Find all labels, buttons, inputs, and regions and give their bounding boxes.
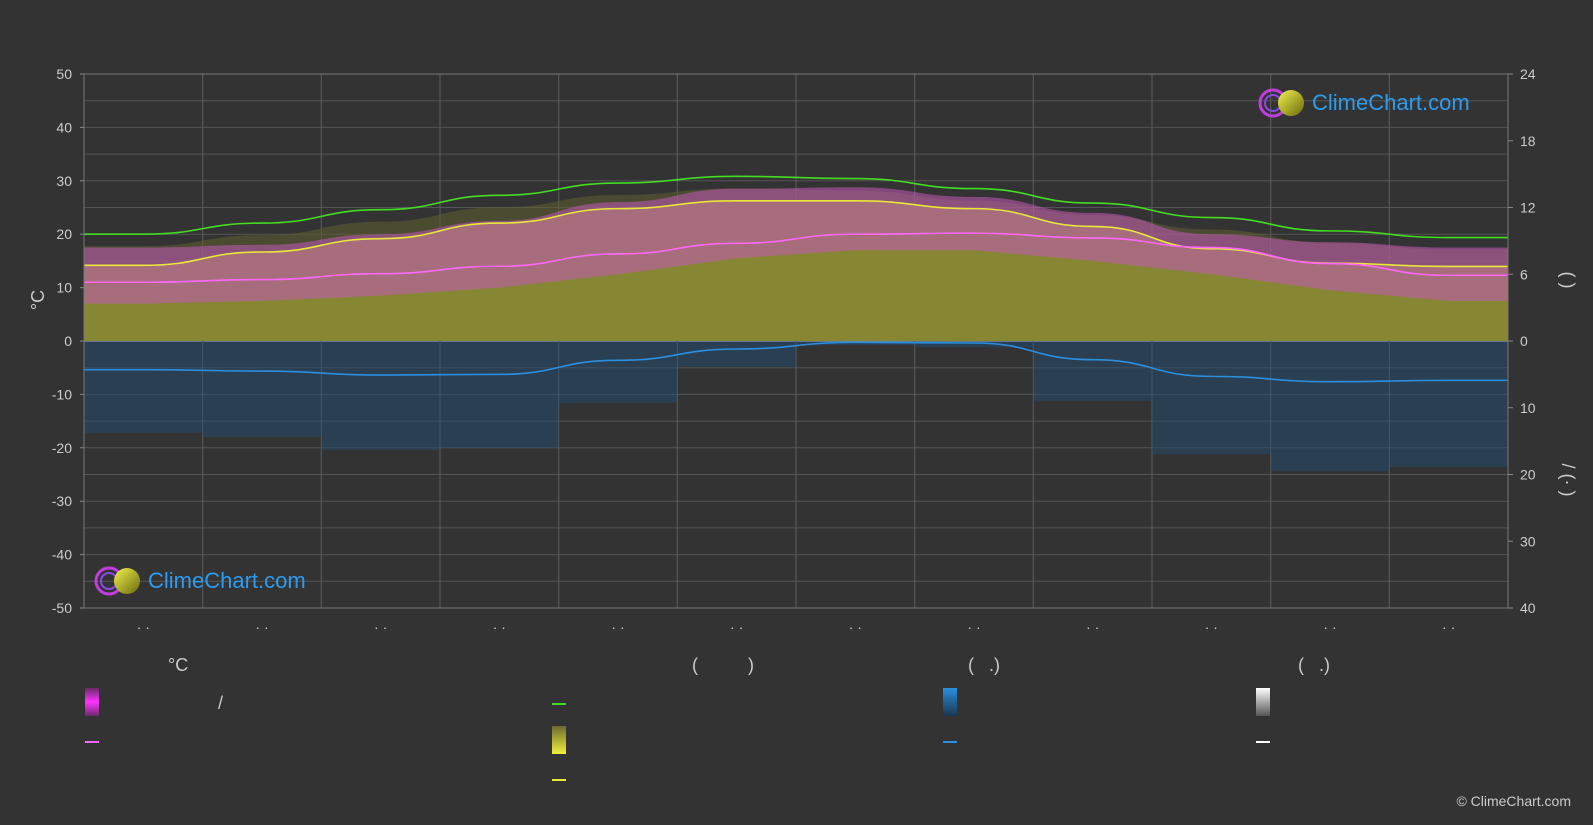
y-right-bottom-tick-label: 30: [1520, 533, 1536, 549]
y-left-tick-label: 10: [56, 280, 72, 296]
legend-temperature-title: °C: [168, 655, 189, 675]
x-tick-label: · ·: [1442, 619, 1455, 635]
y-left-tick-label: 0: [64, 333, 72, 349]
x-tick-label: · ·: [374, 619, 387, 635]
y-left-tick-label: -50: [52, 600, 72, 616]
precipitation-line: [84, 341, 1508, 383]
legend-temperature-range-swatch: [85, 688, 99, 716]
daylight-line: [84, 175, 1508, 239]
precipitation-bar: [914, 341, 1034, 348]
y-right-top-tick-label: 6: [1520, 266, 1528, 282]
precipitation-bar: [677, 341, 796, 367]
y-left-label: °C: [28, 290, 48, 310]
logo-text: ClimeChart.com: [1312, 90, 1470, 115]
legend-rain-line: [943, 741, 957, 743]
y-right-bottom-tick-label: 40: [1520, 600, 1536, 616]
data-bands: [84, 187, 1508, 472]
legend-snow-title: ( .): [1298, 655, 1330, 675]
legend-snow-line: [1256, 741, 1270, 743]
y-left-tick-label: -10: [52, 386, 72, 402]
y-left-tick-label: -40: [52, 547, 72, 563]
climechart-logo-icon: [1258, 88, 1304, 118]
temperature-range-band: [84, 187, 1508, 304]
y-right-bottom-label: / (· ): [1558, 464, 1578, 497]
x-tick-label: · ·: [730, 619, 743, 635]
y-right-bottom-tick-label: 10: [1520, 400, 1536, 416]
climate-chart: 50 40 30 20 10 0 -10 -20 -30 -40 -50 24 18 12 6 0 10 20 30…: [28, 66, 1578, 635]
precipitation-bar: [1152, 341, 1271, 455]
y-left-tick-label: 30: [56, 173, 72, 189]
y-left-tick-label: -20: [52, 440, 72, 456]
data-lines: [84, 175, 1508, 383]
precipitation-bar: [84, 341, 203, 433]
legend-sunshine-swatch: [552, 726, 566, 754]
logo-bottom-left: ClimeChart.com: [94, 564, 306, 598]
legend: °C / ( ) ( .) ( .): [0, 655, 1593, 825]
x-tick-label: · ·: [137, 619, 150, 635]
x-tick-label: · ·: [849, 619, 862, 635]
y-right-top-tick-label: 18: [1520, 133, 1536, 149]
precipitation-bar: [558, 341, 678, 403]
x-tick-label: · ·: [611, 619, 624, 635]
x-tick-label: · ·: [1086, 619, 1099, 635]
y-right-top-tick-label: 24: [1520, 66, 1536, 82]
x-tick-label: · ·: [1323, 619, 1336, 635]
y-right-top-tick-label: 0: [1520, 333, 1528, 349]
precipitation-bar: [1389, 341, 1508, 468]
y-right-top-tick-label: 12: [1520, 200, 1536, 216]
precipitation-bar: [321, 341, 440, 450]
y-left-tick-label: 20: [56, 226, 72, 242]
x-tick-label: · ·: [1205, 619, 1218, 635]
legend-sun-title: ( ): [692, 655, 754, 675]
precipitation-bar: [1270, 341, 1390, 472]
legend-temperature-range-label: /: [218, 693, 224, 713]
precipitation-bar: [202, 341, 322, 438]
logo-top-right: ClimeChart.com: [1258, 86, 1470, 120]
x-tick-label: · ·: [493, 619, 506, 635]
legend-temperature-mean-line: [85, 741, 99, 743]
legend-snow-swatch: [1256, 688, 1270, 716]
axes: 50 40 30 20 10 0 -10 -20 -30 -40 -50 24 18 12 6 0 10 20 30…: [52, 66, 1536, 635]
legend-sunshine-line: [552, 779, 566, 781]
y-right-bottom-tick-label: 20: [1520, 467, 1536, 483]
x-tick-label: · ·: [255, 619, 268, 635]
y-left-tick-label: -30: [52, 493, 72, 509]
climechart-logo-icon: [94, 566, 140, 596]
precipitation-bar: [440, 341, 559, 448]
x-tick-label: · ·: [967, 619, 980, 635]
logo-text: ClimeChart.com: [148, 568, 306, 593]
y-left-tick-label: 50: [56, 66, 72, 82]
mean-temperature-line: [84, 232, 1508, 284]
y-left-tick-label: 40: [56, 119, 72, 135]
precipitation-bar: [1033, 341, 1152, 401]
legend-rain-title: ( .): [968, 655, 1000, 675]
legend-rain-swatch: [943, 688, 957, 716]
copyright: © ClimeChart.com: [1456, 793, 1571, 809]
legend-daylight-line: [552, 703, 566, 705]
precipitation-bar: [796, 341, 915, 346]
y-right-top-label: ( ): [1558, 272, 1578, 289]
